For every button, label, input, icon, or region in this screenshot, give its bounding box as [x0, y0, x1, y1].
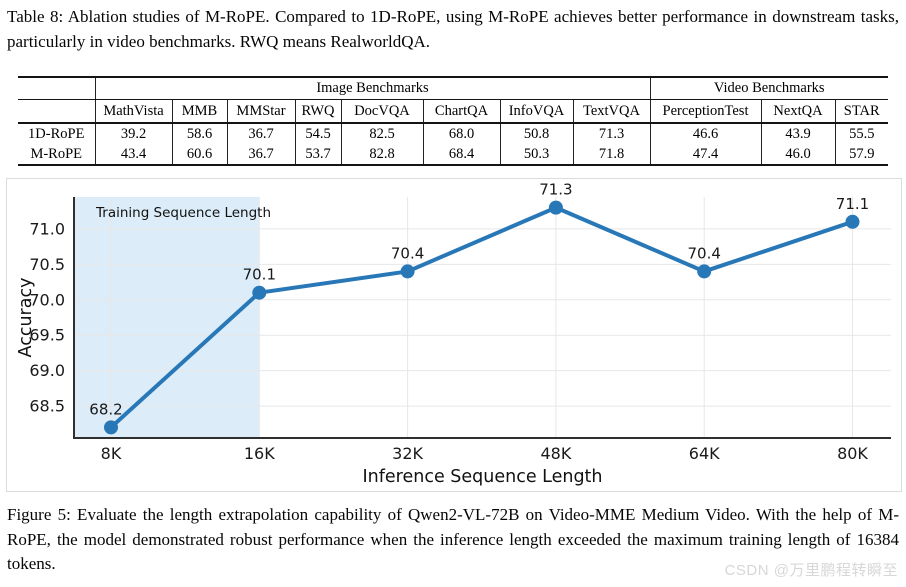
metric-value: 68.4	[422, 144, 500, 165]
metric-value: 50.8	[499, 123, 573, 144]
row-label: M-RoPE	[30, 145, 83, 162]
data-point	[400, 264, 415, 279]
table-caption: Table 8: Ablation studies of M-RoPE. Com…	[7, 7, 899, 51]
accuracy-line-chart: Training Sequence Length 68.2 70.1 70.4 71.3…	[16, 181, 891, 487]
data-point-label: 70.1	[243, 266, 276, 284]
metric-value: 43.4	[94, 144, 172, 165]
y-tick-label: 68.5	[29, 397, 65, 416]
group-header-video: Video Benchmarks	[649, 77, 888, 100]
metric-value: 36.7	[226, 144, 295, 165]
y-tick-label: 70.0	[29, 290, 65, 309]
data-point	[845, 214, 860, 229]
data-point-label: 71.3	[539, 181, 572, 199]
x-tick-label: 64K	[689, 444, 720, 463]
data-line	[109, 205, 855, 430]
column-header: MathVista	[94, 99, 172, 124]
metric-value: 55.5	[834, 123, 888, 144]
y-tick-label: 69.0	[29, 361, 65, 380]
metric-value: 71.8	[572, 144, 650, 165]
row-label-header	[18, 99, 95, 124]
metric-value: 58.6	[171, 123, 227, 144]
data-point	[104, 420, 118, 435]
metric-value: 43.9	[760, 123, 835, 144]
column-header: TextVQA	[572, 99, 650, 124]
training-region-shade	[74, 197, 260, 438]
metric-value: 53.7	[294, 144, 341, 165]
y-tick-label: 69.5	[29, 326, 65, 345]
metric-value: 46.6	[649, 123, 761, 144]
column-header: MMStar	[226, 99, 295, 124]
metric-value: 57.9	[834, 144, 888, 165]
column-header: RWQ	[294, 99, 341, 124]
data-point	[252, 285, 267, 300]
y-axis-title: Accuracy	[16, 278, 36, 358]
metric-value: 60.6	[171, 144, 227, 165]
metric-value: 47.4	[649, 144, 761, 165]
training-region-label: Training Sequence Length	[95, 205, 271, 221]
metric-value: 82.5	[340, 123, 423, 144]
line-chart-figure: Training Sequence Length 68.2 70.1 70.4 71.3…	[6, 178, 902, 492]
column-header: DocVQA	[340, 99, 423, 124]
x-tick-label: 16K	[244, 444, 275, 463]
column-header: InfoVQA	[499, 99, 573, 124]
column-header: NextQA	[760, 99, 835, 124]
x-tick-label: 8K	[101, 444, 122, 463]
watermark-text: CSDN @万里鹏程转瞬至	[724, 562, 898, 579]
data-point	[548, 200, 563, 215]
column-header: PerceptionTest	[649, 99, 761, 124]
x-tick-label: 32K	[392, 444, 423, 463]
column-header: MMB	[171, 99, 227, 124]
benchmark-table-wrap: Image Benchmarks Video Benchmarks MathVist…	[18, 76, 888, 166]
benchmark-table: Image Benchmarks Video Benchmarks MathVist…	[18, 76, 888, 166]
table-row: M-RoPE 43.4 60.6 36.7 53.7 82.8 68.4 50.3 71.8 47…	[18, 144, 888, 165]
group-header-image: Image Benchmarks	[94, 77, 650, 100]
column-header: ChartQA	[422, 99, 500, 124]
metric-value: 39.2	[94, 123, 172, 144]
data-point-label: 70.4	[391, 244, 424, 262]
x-tick-label: 80K	[837, 444, 868, 463]
column-header: STAR	[834, 99, 888, 124]
metric-value: 82.8	[340, 144, 423, 165]
y-tick-label: 71.0	[29, 219, 65, 238]
row-label: 1D-RoPE	[28, 125, 85, 142]
metric-value: 68.0	[422, 123, 500, 144]
figure-caption: Figure 5: Evaluate the length extrapolat…	[7, 505, 899, 574]
x-tick-label: 48K	[540, 444, 571, 463]
corner-cell	[18, 77, 95, 100]
data-point-label: 68.2	[89, 400, 122, 418]
y-tick-label: 70.5	[29, 255, 65, 274]
x-axis-title: Inference Sequence Length	[362, 467, 602, 487]
metric-value: 50.3	[499, 144, 573, 165]
table-row: 1D-RoPE 39.2 58.6 36.7 54.5 82.5 68.0 50.8 71.3 4…	[18, 123, 888, 144]
data-point	[697, 264, 712, 279]
data-point-label: 71.1	[836, 195, 869, 213]
metric-value: 71.3	[572, 123, 650, 144]
data-point-label: 70.4	[687, 244, 720, 262]
metric-value: 46.0	[760, 144, 835, 165]
metric-value: 54.5	[294, 123, 341, 144]
metric-value: 36.7	[226, 123, 295, 144]
